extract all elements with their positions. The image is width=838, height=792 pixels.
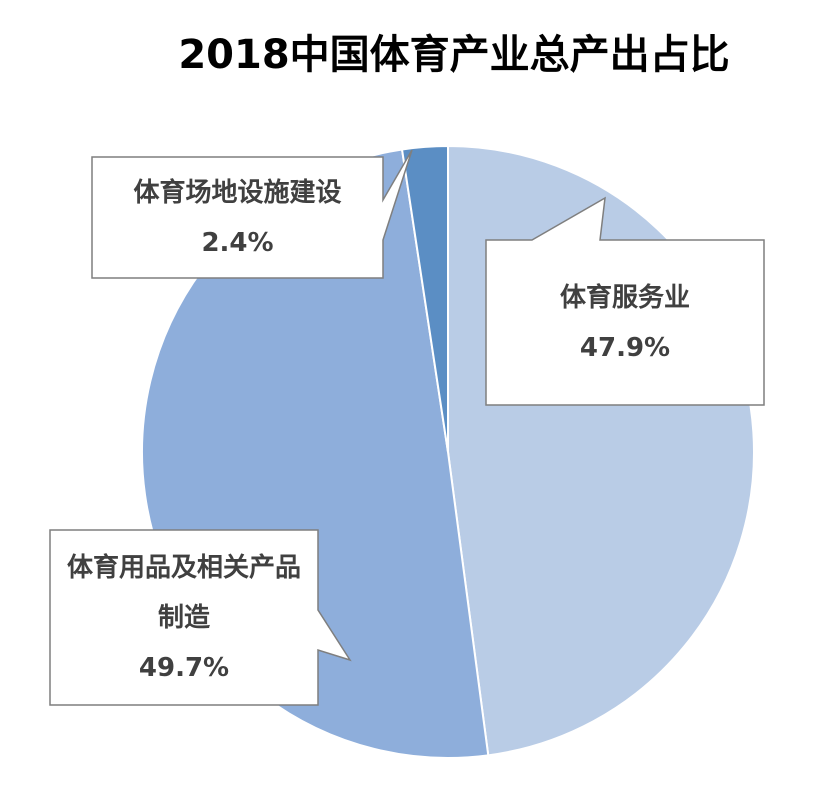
callout-box (485, 196, 765, 406)
callout-box (91, 149, 413, 279)
chart-title: 2018中国体育产业总产出占比 (178, 32, 730, 78)
callout-box (49, 529, 352, 706)
value-label: 2.4% (201, 227, 274, 258)
value-label: 47.9% (579, 332, 671, 363)
category-label: 体育用品及相关产品制造 (66, 552, 301, 633)
category-label: 体育场地设施建设 (133, 177, 342, 208)
value-label: 49.7% (138, 652, 230, 683)
callout: 体育服务业 47.9% (496, 240, 754, 405)
category-label: 体育服务业 (559, 282, 690, 313)
callout: 体育场地设施建设 2.4% (102, 157, 373, 278)
callout: 体育用品及相关产品制造 49.7% (60, 530, 308, 705)
pie-slice (400, 144, 449, 453)
